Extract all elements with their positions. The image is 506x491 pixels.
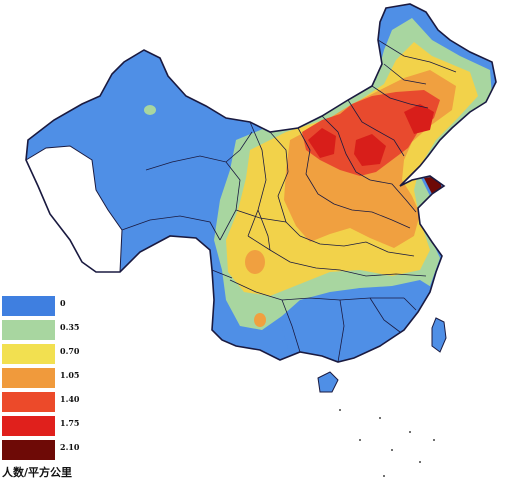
legend-item: 1.05 — [2, 368, 102, 388]
legend-swatch — [2, 296, 55, 316]
density-spot-central — [342, 211, 362, 225]
density-band-deep-red-east — [404, 104, 434, 134]
legend-label: 0.70 — [60, 346, 80, 356]
legend-item: 0.70 — [2, 344, 102, 364]
legend-item: 1.75 — [2, 416, 102, 436]
density-spot-xinjiang — [144, 105, 156, 115]
density-band-deep-red-center — [354, 134, 386, 166]
legend-swatch — [2, 440, 55, 460]
legend-label: 1.75 — [60, 418, 80, 428]
legend-unit-label: 人数/平方公里 — [2, 466, 73, 479]
province-borders — [121, 39, 457, 363]
legend: 0 0.35 0.70 1.05 1.40 1.75 2.10 — [2, 296, 102, 464]
hainan-island — [317, 371, 339, 393]
legend-item: 1.40 — [2, 392, 102, 412]
density-spot-southwest — [245, 250, 265, 274]
legend-swatch — [2, 392, 55, 412]
legend-swatch — [2, 368, 55, 388]
country-outline — [25, 3, 497, 363]
density-band-deep-red-north — [308, 128, 336, 158]
legend-label: 2.10 — [60, 442, 80, 452]
legend-item: 2.10 — [2, 440, 102, 460]
legend-label: 1.05 — [60, 370, 80, 380]
legend-swatch — [2, 416, 55, 436]
south-sea-dots — [339, 409, 435, 477]
legend-item: 0.35 — [2, 320, 102, 340]
legend-label: 1.40 — [60, 394, 80, 404]
legend-swatch — [2, 320, 55, 340]
legend-label: 0 — [60, 298, 66, 308]
legend-swatch — [2, 344, 55, 364]
density-spot-south — [254, 313, 266, 327]
legend-item: 0 — [2, 296, 102, 316]
taiwan-island — [431, 317, 447, 353]
legend-label: 0.35 — [60, 322, 80, 332]
